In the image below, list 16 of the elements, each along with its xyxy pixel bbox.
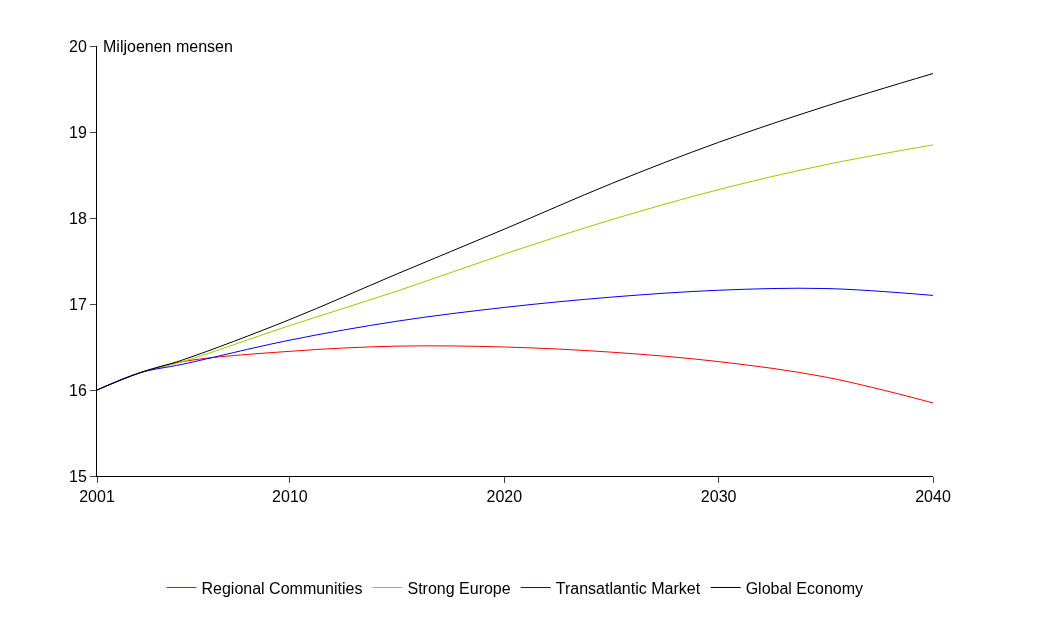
x-tick-label: 2020 [486, 488, 523, 506]
x-tick-label: 2010 [272, 488, 308, 506]
y-tick-label: 20 [69, 37, 87, 55]
y-tick-label: 15 [69, 467, 87, 485]
x-tick-label: 2040 [915, 488, 951, 506]
legend-label: Global Economy [745, 579, 864, 597]
y-axis-title: Miljoenen mensen [103, 38, 233, 55]
legend-label: Transatlantic Market [555, 579, 701, 597]
y-tick-label: 19 [69, 123, 87, 141]
x-tick-label: 2030 [700, 488, 737, 506]
legend-label: Regional Communities [201, 579, 363, 597]
y-tick-label: 16 [69, 381, 87, 399]
y-tick-label: 17 [69, 295, 87, 313]
legend-label: Strong Europe [407, 579, 511, 597]
x-tick-label: 2001 [79, 488, 115, 506]
y-tick-label: 18 [69, 209, 87, 227]
